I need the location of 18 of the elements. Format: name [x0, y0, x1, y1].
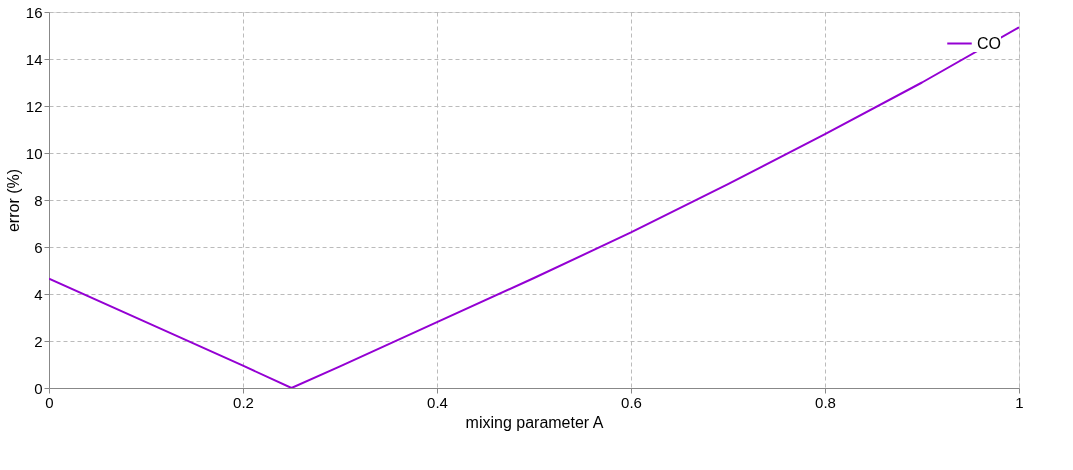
y-axis-title: error (%) — [4, 168, 22, 233]
x-tick-label: 1 — [1015, 393, 1024, 411]
x-axis-title: mixing parameter A — [465, 413, 604, 431]
y-tick-label: 4 — [34, 285, 43, 303]
x-tick-label: 0.2 — [233, 393, 254, 411]
y-tick-label: 2 — [34, 332, 43, 350]
y-tick-label: 14 — [25, 50, 43, 68]
y-tick-label: 10 — [25, 144, 43, 162]
y-tick-label: 12 — [25, 97, 43, 115]
y-tick-label: 16 — [25, 3, 43, 21]
x-tick-label: 0.4 — [427, 393, 448, 411]
x-tick-label: 0.6 — [621, 393, 642, 411]
y-tick-label: 0 — [34, 379, 43, 397]
x-tick-label: 0.8 — [815, 393, 836, 411]
y-tick-label: 8 — [34, 191, 43, 209]
x-tick-label: 0 — [45, 393, 54, 411]
y-tick-label: 6 — [34, 238, 43, 256]
legend-label: CO — [977, 34, 1001, 52]
